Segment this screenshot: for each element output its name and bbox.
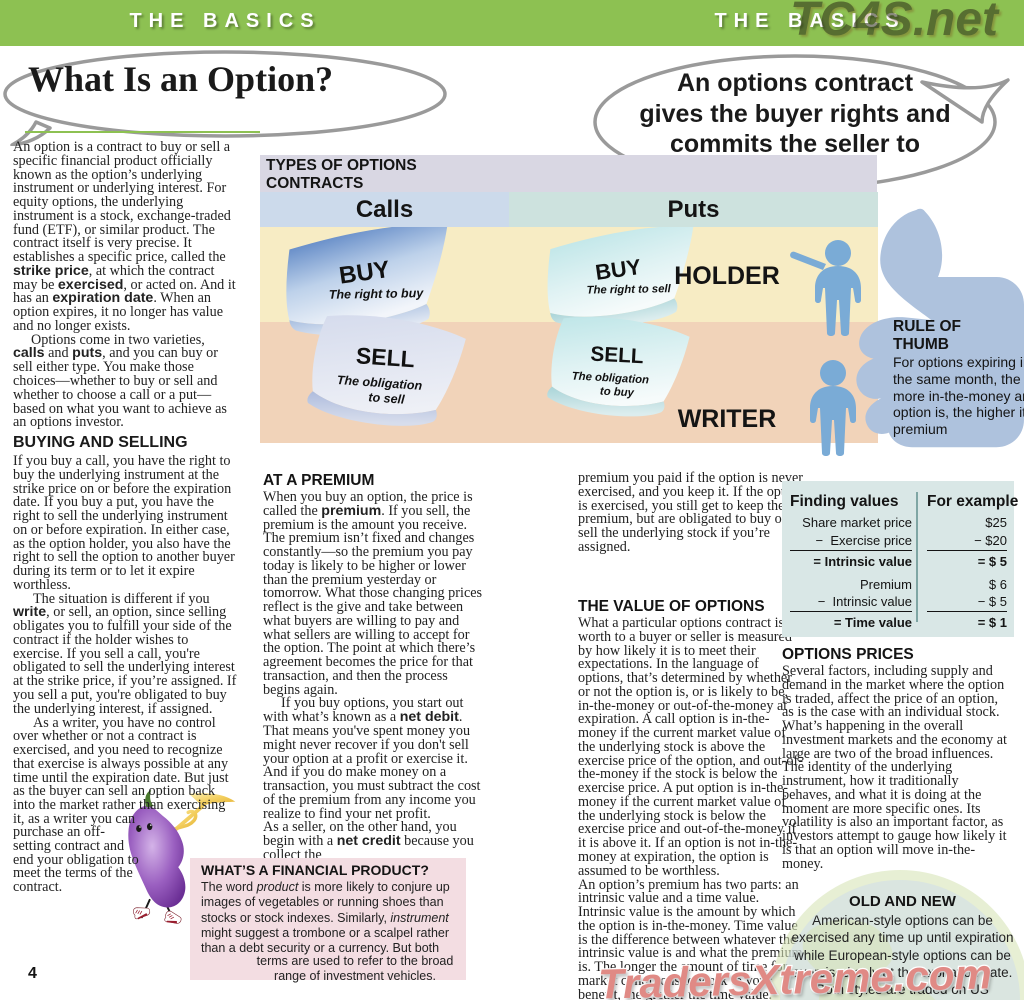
svg-text:The right to buy: The right to buy <box>329 286 425 302</box>
svg-text:The right to sell: The right to sell <box>587 283 672 296</box>
svg-text:to buy: to buy <box>600 386 635 400</box>
svg-text:SELL: SELL <box>590 343 645 369</box>
svg-text:SELL: SELL <box>355 342 415 372</box>
svg-text:to sell: to sell <box>368 390 406 407</box>
